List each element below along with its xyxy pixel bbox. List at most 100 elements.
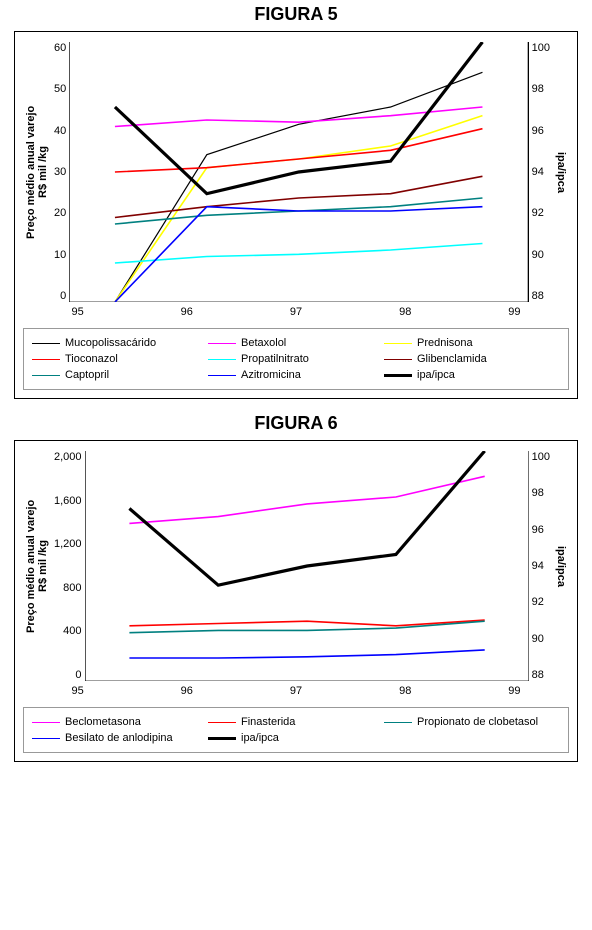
- figure5-chart-row: Preço médio anual varejo R$ mil /kg 60 50…: [23, 42, 569, 302]
- xtick: 98: [351, 306, 460, 318]
- legend-item: Captopril: [32, 367, 208, 383]
- legend-label: Propionato de clobetasol: [417, 716, 538, 728]
- legend-swatch: [384, 374, 412, 377]
- legend-row: Mucopolissacárido Betaxolol Prednisona: [32, 335, 560, 351]
- ytick-left: 50: [54, 83, 66, 95]
- ytick-left: 1,600: [54, 495, 82, 507]
- legend-item: Besilato de anlodipina: [32, 730, 208, 746]
- ytick-left: 20: [54, 207, 66, 219]
- figure6-chart-row: Preço médio anual varejo R$ mil /kg 2,00…: [23, 451, 569, 681]
- xtick: 99: [460, 306, 569, 318]
- legend-label: Finasterida: [241, 716, 295, 728]
- figure5-ylabel-left: Preço médio anual varejo R$ mil /kg: [23, 42, 51, 302]
- series-line: [129, 476, 484, 523]
- legend-label: Besilato de anlodipina: [65, 732, 173, 744]
- legend-label: Mucopolissacárido: [65, 337, 156, 349]
- legend-swatch: [32, 343, 60, 344]
- ytick-left: 400: [63, 625, 81, 637]
- legend-label: Tioconazol: [65, 353, 118, 365]
- legend-item: Beclometasona: [32, 714, 208, 730]
- figure6-plot-wrap: [85, 451, 529, 681]
- ytick-left: 2,000: [54, 451, 82, 463]
- ytick-right: 100: [532, 42, 550, 54]
- ytick-right: 98: [532, 487, 544, 499]
- legend-item: Betaxolol: [208, 335, 384, 351]
- legend-row: Besilato de anlodipina ipa/ipca: [32, 730, 560, 746]
- legend-item: Prednisona: [384, 335, 560, 351]
- figure5-plot: [69, 42, 528, 302]
- legend-item: Glibenclamida: [384, 351, 560, 367]
- figure5-plot-wrap: [69, 42, 528, 302]
- figure6-ylabel-right: ipa/ipca: [553, 451, 569, 681]
- ytick-left: 30: [54, 166, 66, 178]
- series-line: [129, 451, 484, 585]
- legend-item: ipa/ipca: [384, 367, 560, 383]
- figure5-yaxis-left: 60 50 40 30 20 10 0: [51, 42, 69, 302]
- legend-swatch: [32, 375, 60, 376]
- legend-label: Azitromicina: [241, 369, 301, 381]
- ytick-right: 92: [532, 596, 544, 608]
- xtick: 97: [241, 306, 350, 318]
- series-line: [115, 129, 483, 172]
- ytick-right: 96: [532, 125, 544, 137]
- figure6-yaxis-right: 100989694929088: [529, 451, 553, 681]
- figure5-frame: Preço médio anual varejo R$ mil /kg 60 50…: [14, 31, 578, 399]
- ytick-right: 94: [532, 560, 544, 572]
- ytick-left: 800: [63, 582, 81, 594]
- xtick: 96: [132, 306, 241, 318]
- legend-label: Captopril: [65, 369, 109, 381]
- legend-label: Propatilnitrato: [241, 353, 309, 365]
- ytick-left: 1,200: [54, 538, 82, 550]
- legend-swatch: [208, 737, 236, 740]
- legend-swatch: [208, 343, 236, 344]
- ytick-right: 90: [532, 633, 544, 645]
- legend-row: Tioconazol Propatilnitrato Glibenclamida: [32, 351, 560, 367]
- legend-item: Azitromicina: [208, 367, 384, 383]
- legend-label: Prednisona: [417, 337, 473, 349]
- legend-swatch: [32, 359, 60, 360]
- legend-label: Glibenclamida: [417, 353, 487, 365]
- legend-label: ipa/ipca: [241, 732, 279, 744]
- legend-item: Tioconazol: [32, 351, 208, 367]
- xtick: 98: [351, 685, 460, 697]
- ytick-right: 92: [532, 207, 544, 219]
- ytick-left: 10: [54, 249, 66, 261]
- ytick-right: 94: [532, 166, 544, 178]
- xtick: 97: [241, 685, 350, 697]
- ytick-left: 0: [60, 290, 66, 302]
- figure6-ylabel-left: Preço médio anual varejo R$ mil /kg: [23, 451, 51, 681]
- figure5-ylabel-right: ipa/ipca: [553, 42, 569, 302]
- series-line: [115, 244, 483, 264]
- ytick-left: 60: [54, 42, 66, 54]
- series-line: [115, 107, 483, 127]
- legend-row: Beclometasona Finasterida Propionato de cl…: [32, 714, 560, 730]
- figure5-title: FIGURA 5: [0, 4, 592, 25]
- legend-item: Propionato de clobetasol: [384, 714, 560, 730]
- figure6-yaxis-left: 2,000 1,600 1,200 800 400 0: [51, 451, 85, 681]
- figure5-xaxis: 9596979899: [23, 302, 569, 318]
- ytick-left: 0: [75, 669, 81, 681]
- legend-item: ipa/ipca: [208, 730, 384, 746]
- figure6-legend: Beclometasona Finasterida Propionato de cl…: [23, 707, 569, 753]
- ytick-right: 88: [532, 669, 544, 681]
- legend-item: Propatilnitrato: [208, 351, 384, 367]
- legend-swatch: [32, 738, 60, 739]
- ytick-right: 90: [532, 249, 544, 261]
- figure5-yaxis-right: 100989694929088: [529, 42, 553, 302]
- ytick-left: 40: [54, 125, 66, 137]
- legend-label: Beclometasona: [65, 716, 141, 728]
- legend-item: Mucopolissacárido: [32, 335, 208, 351]
- xtick: 95: [23, 685, 132, 697]
- ytick-right: 100: [532, 451, 550, 463]
- xtick: 95: [23, 306, 132, 318]
- legend-label: Betaxolol: [241, 337, 286, 349]
- legend-swatch: [208, 359, 236, 360]
- figure6-frame: Preço médio anual varejo R$ mil /kg 2,00…: [14, 440, 578, 762]
- legend-swatch: [384, 359, 412, 360]
- legend-item: [384, 730, 560, 746]
- legend-swatch: [32, 722, 60, 723]
- figure6-title: FIGURA 6: [0, 413, 592, 434]
- legend-item: Finasterida: [208, 714, 384, 730]
- series-line: [129, 650, 484, 658]
- figure5-legend: Mucopolissacárido Betaxolol Prednisona Tioc…: [23, 328, 569, 390]
